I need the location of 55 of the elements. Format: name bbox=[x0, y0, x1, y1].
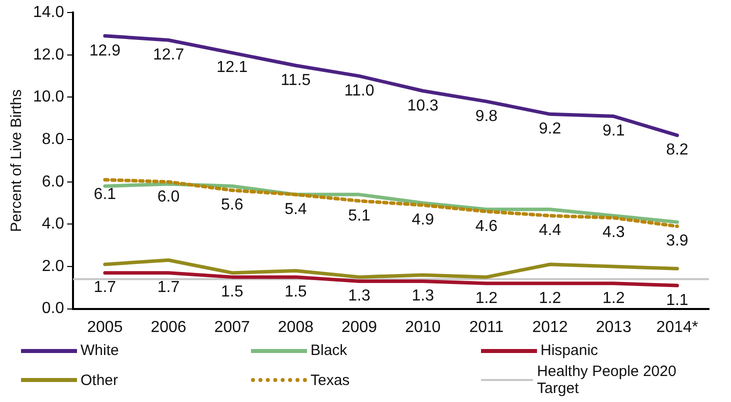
y-tick-label: 14.0 bbox=[33, 4, 64, 22]
data-label: 9.8 bbox=[475, 108, 498, 125]
y-tick-label: 6.0 bbox=[42, 173, 64, 190]
x-tick-label: 2006 bbox=[150, 318, 186, 336]
data-label: 1.2 bbox=[602, 290, 625, 307]
data-label: 4.4 bbox=[538, 222, 562, 240]
data-label: 12.1 bbox=[216, 59, 248, 76]
x-tick-label: 2008 bbox=[278, 318, 314, 336]
data-label: 6.0 bbox=[157, 188, 180, 206]
x-tick-label: 2005 bbox=[87, 318, 123, 336]
legend-label: Black bbox=[310, 342, 348, 359]
data-label: 12.7 bbox=[152, 46, 184, 64]
x-tick-label: 2012 bbox=[532, 318, 568, 336]
x-tick-label: 2011 bbox=[469, 318, 504, 336]
data-label: 11.5 bbox=[280, 72, 311, 89]
legend-label: Other bbox=[80, 372, 118, 388]
data-label: 5.6 bbox=[220, 196, 244, 214]
legend-label: Hispanic bbox=[540, 342, 598, 359]
x-tick-label: 2009 bbox=[341, 318, 378, 336]
data-label: 1.7 bbox=[157, 279, 180, 296]
y-tick-label: 8.0 bbox=[42, 130, 64, 148]
legend-label: Texas bbox=[310, 372, 350, 388]
data-label: 1.1 bbox=[666, 292, 688, 309]
data-label: 3.9 bbox=[666, 232, 688, 250]
legend-label: White bbox=[80, 342, 119, 359]
data-label: 5.1 bbox=[348, 207, 370, 224]
x-tick-label: 2013 bbox=[596, 318, 632, 336]
data-label: 1.3 bbox=[412, 288, 434, 305]
data-label: 6.1 bbox=[94, 186, 116, 204]
data-label: 1.3 bbox=[348, 288, 370, 305]
data-label: 10.3 bbox=[407, 97, 439, 114]
data-label: 1.5 bbox=[220, 283, 244, 300]
data-label: 4.3 bbox=[602, 224, 625, 242]
y-tick-label: 2.0 bbox=[42, 258, 64, 275]
data-label: 9.1 bbox=[602, 122, 625, 140]
data-label: 8.2 bbox=[666, 142, 688, 159]
y-tick-label: 4.0 bbox=[42, 216, 64, 233]
data-label: 9.2 bbox=[538, 120, 562, 138]
x-tick-label: 2010 bbox=[405, 318, 441, 336]
data-label: 4.9 bbox=[412, 212, 434, 229]
data-label: 1.7 bbox=[94, 279, 116, 296]
x-tick-label: 2014* bbox=[656, 318, 698, 336]
data-label: 11.0 bbox=[344, 82, 374, 100]
data-label: 12.9 bbox=[89, 42, 121, 60]
data-label: 1.2 bbox=[475, 290, 498, 307]
x-tick-label: 2007 bbox=[214, 318, 250, 336]
legend-label: Healthy People 2020 Target bbox=[537, 363, 678, 397]
y-tick-label: 0.0 bbox=[42, 300, 64, 318]
data-label: 1.5 bbox=[284, 283, 307, 300]
data-label: 5.4 bbox=[284, 200, 307, 218]
y-tick-label: 10.0 bbox=[33, 88, 64, 106]
y-axis-title: Percent of Live Births bbox=[8, 89, 26, 232]
y-tick-label: 12.0 bbox=[33, 46, 64, 64]
data-label: 1.2 bbox=[538, 290, 562, 307]
data-label: 4.6 bbox=[475, 218, 498, 235]
